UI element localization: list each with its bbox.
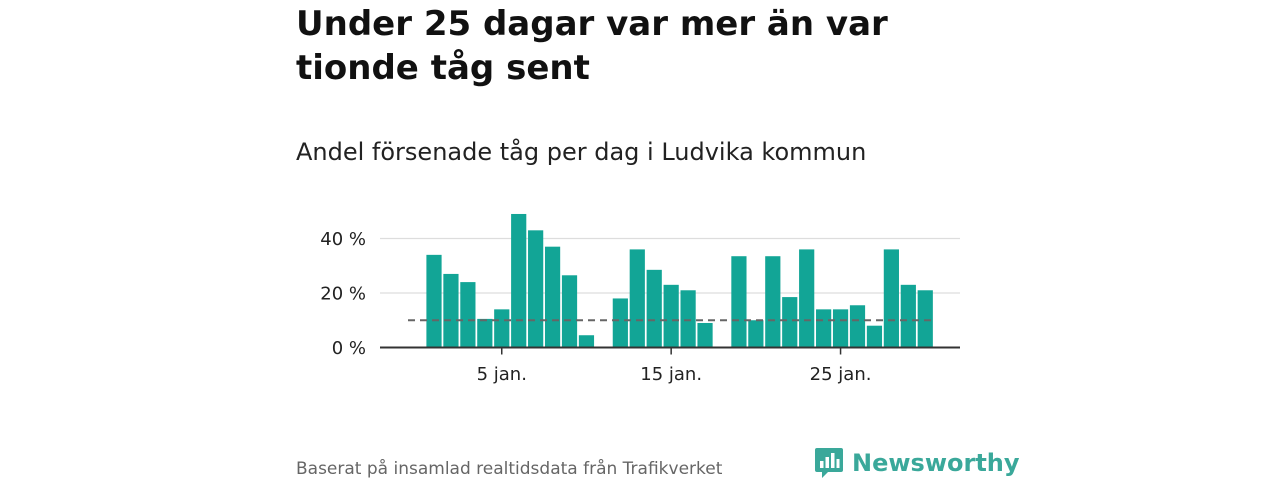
bar bbox=[578, 335, 595, 348]
brand-logo[interactable]: Newsworthy bbox=[814, 446, 1020, 480]
y-tick-label: 0 % bbox=[332, 338, 366, 359]
bar bbox=[731, 256, 747, 348]
bar bbox=[866, 325, 883, 348]
bar bbox=[477, 318, 493, 348]
bar bbox=[629, 249, 645, 348]
bars bbox=[426, 213, 933, 348]
bar bbox=[544, 246, 561, 348]
bar bbox=[883, 249, 899, 348]
axes bbox=[380, 346, 960, 355]
bar bbox=[646, 269, 662, 348]
source-note: Baserat på insamlad realtidsdata från Tr… bbox=[296, 459, 723, 479]
bar bbox=[460, 282, 476, 348]
bar-chart: 0 % 20 % 40 % 5 jan. 15 jan. 25 jan. bbox=[320, 213, 960, 385]
bar bbox=[782, 297, 798, 348]
y-tick-label: 40 % bbox=[320, 229, 366, 250]
bar bbox=[494, 309, 510, 348]
bar bbox=[528, 230, 544, 348]
bar bbox=[748, 320, 764, 348]
x-tick-label: 5 jan. bbox=[477, 364, 527, 385]
bar bbox=[697, 322, 713, 348]
bar-chart-bubble-icon bbox=[815, 448, 843, 478]
brand-name: Newsworthy bbox=[852, 449, 1020, 477]
y-tick-label: 20 % bbox=[320, 284, 366, 305]
bar bbox=[765, 256, 781, 348]
bar bbox=[900, 284, 916, 348]
bar bbox=[443, 273, 459, 348]
x-tick-label: 25 jan. bbox=[810, 364, 872, 385]
bar bbox=[799, 249, 815, 348]
bar bbox=[426, 254, 442, 348]
x-tick-label: 15 jan. bbox=[640, 364, 702, 385]
chart-title: Under 25 dagar var mer än var tionde tåg… bbox=[296, 4, 888, 88]
bar bbox=[663, 284, 679, 348]
bar bbox=[561, 275, 578, 348]
chart-subtitle: Andel försenade tåg per dag i Ludvika ko… bbox=[296, 138, 867, 166]
bar bbox=[832, 309, 849, 348]
tick-labels: 0 % 20 % 40 % 5 jan. 15 jan. 25 jan. bbox=[320, 229, 871, 385]
bar bbox=[680, 290, 696, 348]
bar bbox=[917, 290, 933, 348]
bar bbox=[816, 309, 832, 348]
bar bbox=[612, 298, 628, 348]
bar bbox=[849, 305, 866, 348]
bar bbox=[511, 213, 527, 348]
